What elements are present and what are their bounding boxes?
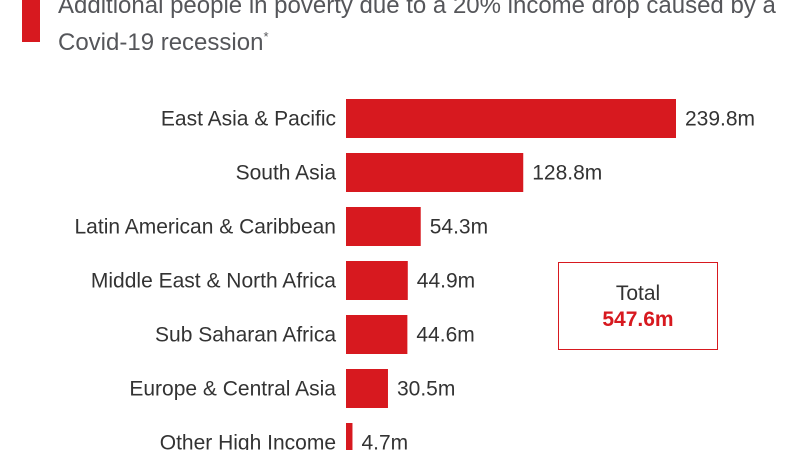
category-label-0: East Asia & Pacific (161, 108, 336, 131)
bar-2 (346, 207, 421, 246)
value-label-2: 54.3m (430, 216, 488, 239)
category-label-6: Other High Income (160, 432, 336, 450)
category-label-3: Middle East & North Africa (91, 270, 336, 293)
bar-0 (346, 99, 676, 138)
category-label-1: South Asia (236, 162, 337, 185)
value-label-3: 44.9m (417, 270, 475, 293)
category-label-5: Europe & Central Asia (129, 378, 336, 401)
value-label-1: 128.8m (532, 162, 602, 185)
value-label-6: 4.7m (361, 432, 408, 450)
bar-5 (346, 369, 388, 408)
chart-title: Additional people in poverty due to a 20… (58, 0, 778, 58)
bar-4 (346, 315, 408, 354)
bar-3 (346, 261, 408, 300)
chart-title-text: Additional people in poverty due to a 20… (58, 0, 776, 56)
bar-1 (346, 153, 524, 192)
category-label-2: Latin American & Caribbean (75, 216, 337, 239)
category-label-4: Sub Saharan Africa (155, 324, 336, 347)
value-label-0: 239.8m (685, 108, 755, 131)
title-accent-bar (22, 0, 40, 42)
value-label-4: 44.6m (416, 324, 474, 347)
total-label: Total (615, 282, 661, 305)
bar-6 (346, 423, 353, 450)
total-box: Total 547.6m (558, 262, 718, 350)
value-label-5: 30.5m (397, 378, 455, 401)
total-value: 547.6m (602, 308, 674, 331)
footnote-marker: * (263, 29, 269, 44)
